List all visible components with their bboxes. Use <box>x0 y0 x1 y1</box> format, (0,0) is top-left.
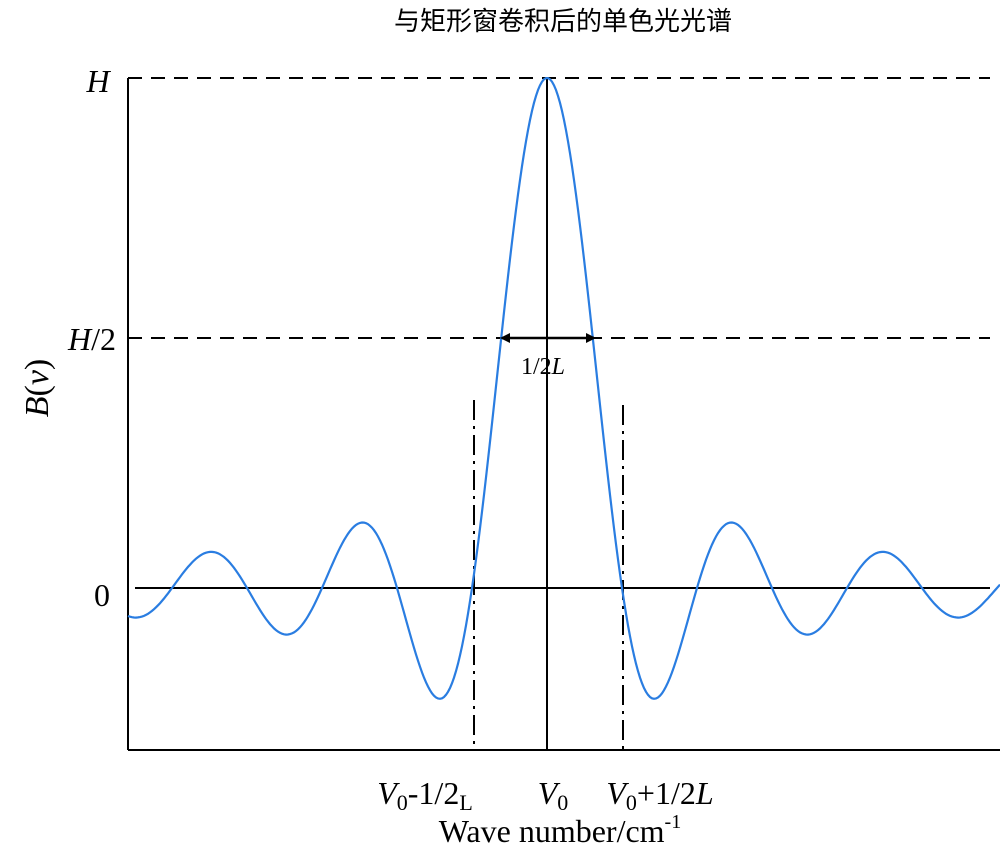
x-title-text: Wave number/cm <box>439 813 665 849</box>
x-label-text: 0 <box>397 790 408 815</box>
x-label-text: -1/2 <box>408 775 460 811</box>
y-label-text: /2 <box>91 321 116 357</box>
y-label-text: 0 <box>94 577 110 613</box>
x-label-text: V <box>538 775 561 811</box>
annotation: 1/2L <box>521 354 565 380</box>
x-label: V0+1/2L <box>606 775 713 815</box>
x-label-text: L <box>459 790 472 815</box>
y-label: 0 <box>94 577 110 613</box>
x-label: V0 <box>538 775 569 815</box>
x-title-text: -1 <box>665 811 682 833</box>
y-label-text: H <box>67 321 93 357</box>
y-title-text: v <box>19 369 56 385</box>
y-label: H <box>85 63 111 99</box>
x-label-text: 0 <box>626 790 637 815</box>
x-axis-title: Wave number/cm-1 <box>439 811 681 849</box>
y-label: H/2 <box>67 321 116 357</box>
annotation-text: L <box>551 354 565 380</box>
sinc-curve <box>127 77 1000 700</box>
annotation-text: 1/2 <box>521 354 552 380</box>
x-label-text: L <box>695 775 714 811</box>
x-label-text: +1/2 <box>637 775 696 811</box>
y-axis-title: B(v) <box>19 359 56 418</box>
y-title-text: B <box>19 396 56 417</box>
x-label: V0-1/2L <box>377 775 473 815</box>
y-title-text: ) <box>19 359 56 370</box>
title: 与矩形窗卷积后的单色光光谱 <box>394 7 732 37</box>
x-label-text: V <box>606 775 629 811</box>
x-label-text: 0 <box>557 790 568 815</box>
y-title-text: ( <box>19 385 56 396</box>
x-label-text: V <box>377 775 400 811</box>
y-label-text: H <box>85 63 111 99</box>
